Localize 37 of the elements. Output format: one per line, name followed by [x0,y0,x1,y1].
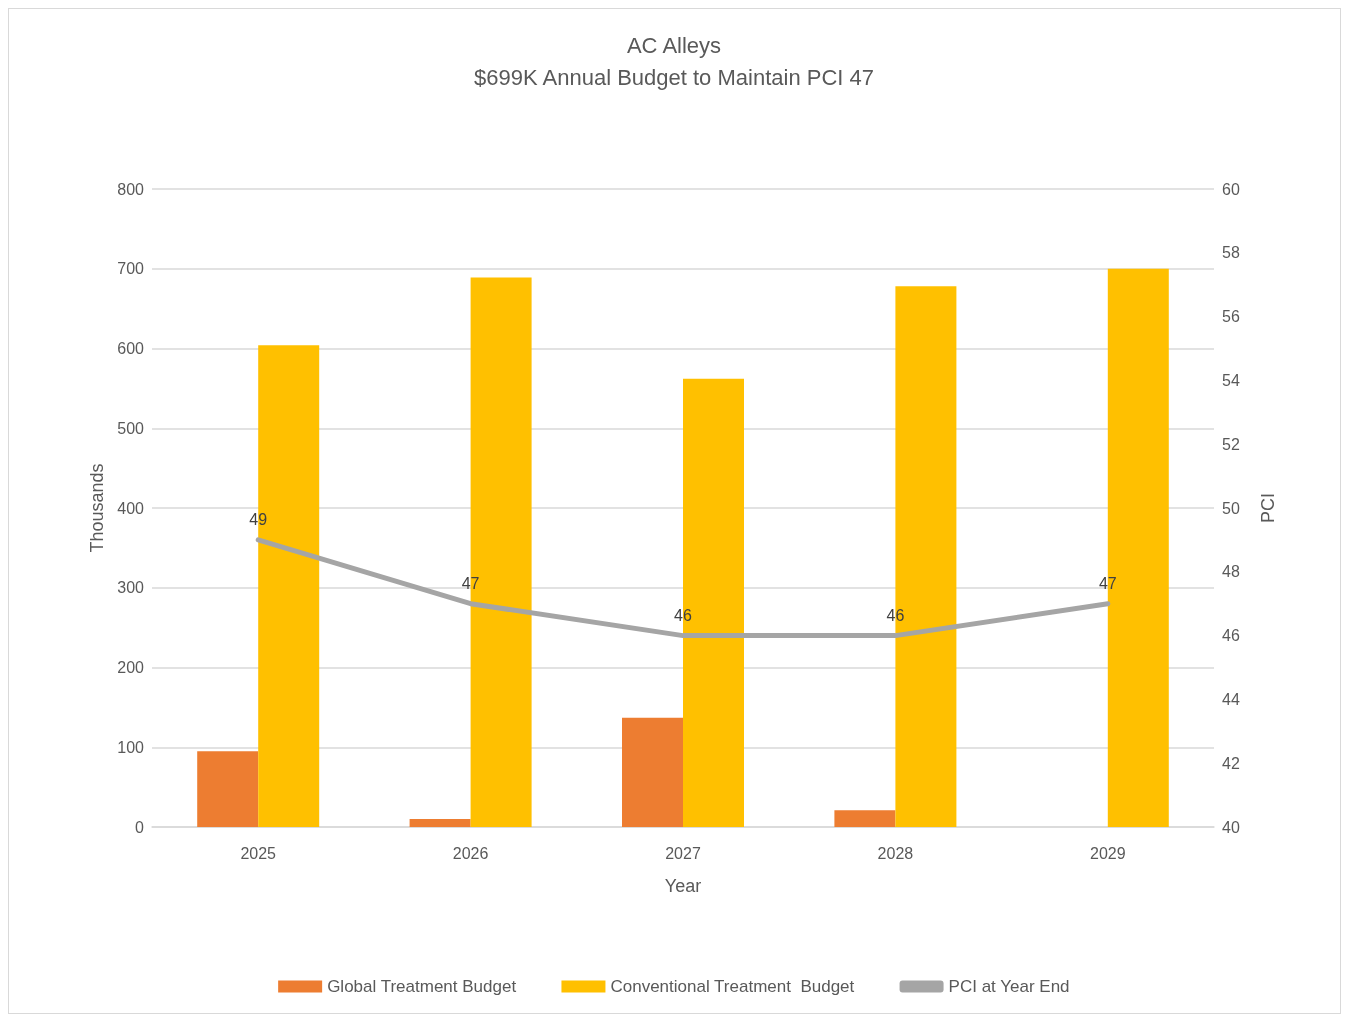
bar [409,819,471,827]
bar [834,810,896,827]
x-tick-label: 2027 [665,844,701,862]
y2-tick-label: 52 [1222,435,1240,453]
bar [622,717,683,827]
y2-tick-label: 42 [1222,754,1240,772]
y-tick-label: 200 [117,659,145,676]
y2-tick-label: 58 [1222,244,1240,262]
x-tick-label: 2026 [452,844,489,862]
y-tick-label: 300 [117,579,145,597]
y2-tick-label: 54 [1222,371,1240,389]
x-tick-label: 2028 [877,844,914,862]
x-tick-label: 2029 [1090,844,1126,862]
legend-label: PCI at Year End [948,977,1070,996]
y-tick-label: 700 [117,260,145,278]
y-axis-title: Thousands [87,463,108,553]
x-axis-title: Year [664,876,702,896]
y2-tick-label: 48 [1222,563,1240,581]
y-tick-label: 800 [117,180,145,198]
y2-tick-label: 60 [1222,180,1240,198]
y-tick-label: 400 [117,499,145,517]
y-tick-label: 100 [117,738,145,756]
legend-label: Global Treatment Budget [327,977,517,996]
chart-subtitle: $699K Annual Budget to Maintain PCI 47 [474,64,874,90]
y2-tick-label: 40 [1222,818,1240,836]
x-tick-label: 2025 [240,844,277,862]
legend-label: Conventional Treatment Budget [610,977,855,996]
y2-tick-label: 46 [1222,627,1240,645]
y-tick-label: 600 [117,340,145,357]
y2-axis-title: PCI [1258,492,1278,524]
y2-tick-label: 50 [1222,499,1240,517]
bar [197,751,259,827]
y-tick-label: 500 [117,419,145,437]
y-tick-label: 0 [135,818,145,836]
y2-tick-label: 44 [1222,690,1240,708]
chart-title: AC Alleys [626,32,722,58]
y2-tick-label: 56 [1222,308,1240,326]
